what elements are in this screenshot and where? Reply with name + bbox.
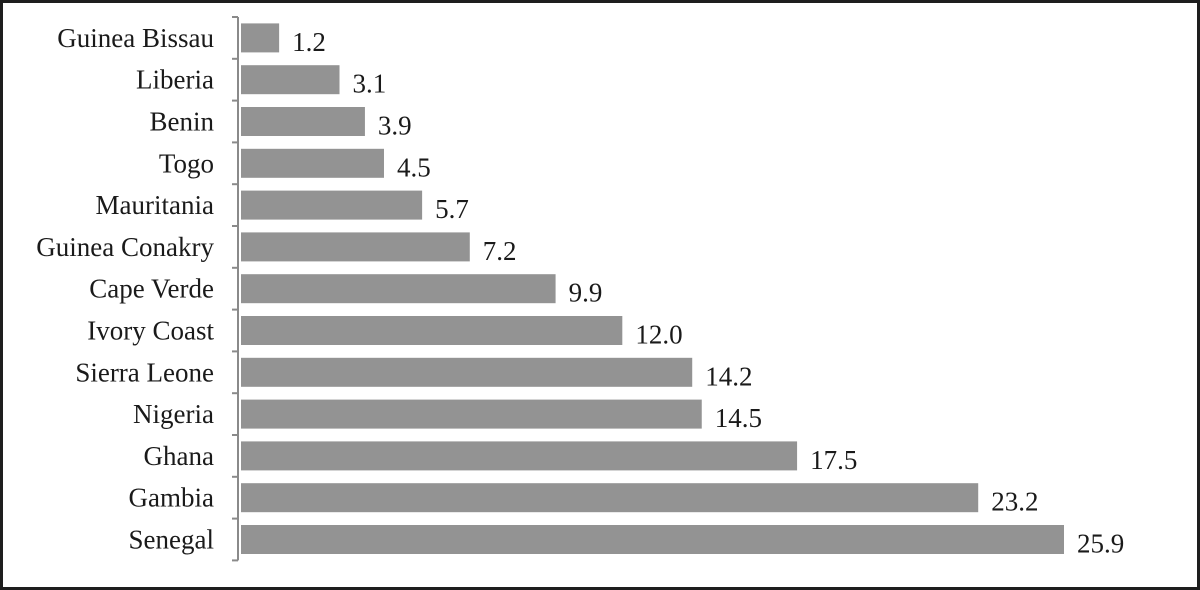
bar [241, 232, 470, 262]
bar [241, 274, 556, 304]
data-label: 25.9 [1077, 529, 1124, 559]
category-label: Ghana [144, 441, 214, 471]
category-labels: Guinea Bissau Liberia Benin Togo Mauritania G… [36, 23, 214, 555]
category-label: Cape Verde [89, 274, 214, 304]
bar [241, 107, 365, 136]
data-label: 3.1 [353, 69, 387, 99]
data-label: 12.0 [635, 320, 682, 350]
data-label: 14.5 [715, 403, 762, 433]
bar-chart: Guinea Bissau Liberia Benin Togo Mauritania G… [36, 16, 1124, 562]
data-labels: 1.2 3.1 3.9 4.55.7 7.2 9.9 12.0 14.2 14.5 17.5 23.… [292, 27, 1124, 559]
bar [241, 399, 702, 429]
category-label: Mauritania [96, 190, 214, 220]
data-label: 1.2 [292, 27, 326, 57]
category-label: Guinea Bissau [57, 23, 214, 53]
category-label: Benin [150, 107, 215, 137]
data-label: 9.9 [569, 278, 603, 308]
category-label: Liberia [136, 65, 214, 95]
category-label: Gambia [129, 483, 214, 513]
category-label: Ivory Coast [87, 316, 214, 346]
bar [241, 441, 798, 471]
category-axis [232, 16, 239, 562]
bar [241, 483, 979, 513]
bar [241, 357, 693, 387]
bar [241, 316, 623, 345]
category-label: Senegal [129, 525, 214, 555]
bar [241, 190, 423, 220]
bar [241, 65, 340, 95]
category-label: Guinea Conakry [36, 232, 214, 262]
bar [241, 148, 384, 178]
category-label: Togo [159, 148, 214, 178]
bar [241, 525, 1064, 554]
category-label: Sierra Leone [75, 357, 214, 387]
data-label: 3.9 [378, 111, 412, 141]
bar [241, 23, 280, 53]
data-label: 4.5 [397, 152, 431, 182]
data-label: 5.7 [435, 194, 469, 224]
data-label: 14.2 [705, 361, 752, 391]
data-label: 23.2 [991, 487, 1038, 517]
bars [241, 23, 1064, 554]
category-label: Nigeria [133, 399, 214, 429]
data-label: 7.2 [483, 236, 517, 266]
data-label: 17.5 [810, 445, 857, 475]
